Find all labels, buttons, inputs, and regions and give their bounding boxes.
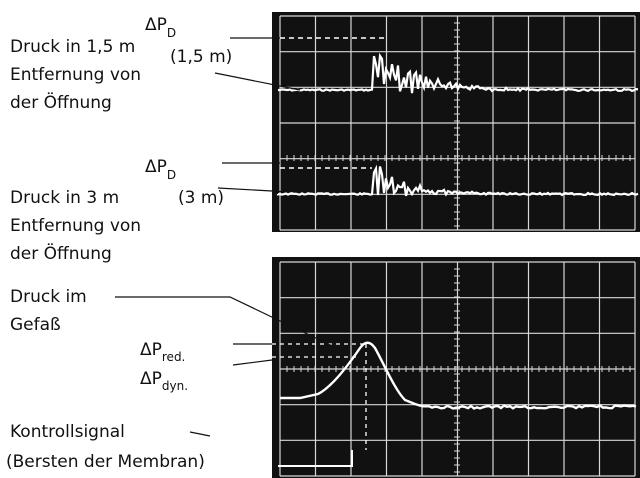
pd-3m-distance: (3 m) <box>178 188 224 208</box>
trace-1-5m-label-line3: der Öffnung <box>10 91 112 113</box>
leader-pdyn <box>232 359 273 366</box>
lower-scope-screen <box>272 257 640 478</box>
pred-label: ΔPred. <box>140 340 185 364</box>
control-signal-trace <box>278 450 353 467</box>
leader-control <box>189 431 211 437</box>
leader-trace-1-5m <box>214 72 301 91</box>
lower-screen-grid <box>279 261 636 477</box>
control-label-line2: (Bersten der Membran) <box>6 452 205 472</box>
trace-1-5m-label-line2: Entfernung von <box>10 65 141 85</box>
trace-3m-label-line3: der Öffnung <box>10 242 112 264</box>
pd-1-5m-label: ΔPD <box>145 15 176 40</box>
pd-3m-label: ΔPD <box>145 157 176 182</box>
control-label-line1: Kontrollsignal <box>10 422 125 442</box>
pd-1-5m-distance: (1,5 m) <box>170 47 232 67</box>
leader-lines <box>115 37 346 437</box>
leader-trace-3m <box>217 187 291 193</box>
leader-vessel <box>115 296 346 353</box>
vessel-label-line2: Gefaß <box>10 315 61 335</box>
pdyn-label: ΔPdyn. <box>140 369 188 393</box>
vessel-label-line1: Druck im <box>10 287 87 307</box>
trace-3m-label-line2: Entfernung von <box>10 216 141 236</box>
pressure-trace-3m <box>276 164 639 197</box>
upper-scope-screen <box>272 12 640 232</box>
trace-1-5m-label-line1: Druck in 1,5 m <box>10 37 135 57</box>
trace-3m-label-line1: Druck in 3 m <box>10 188 119 208</box>
pressure-trace-1-5m <box>277 52 639 94</box>
upper-screen-background <box>272 12 640 232</box>
vessel-pressure-trace <box>280 341 637 410</box>
